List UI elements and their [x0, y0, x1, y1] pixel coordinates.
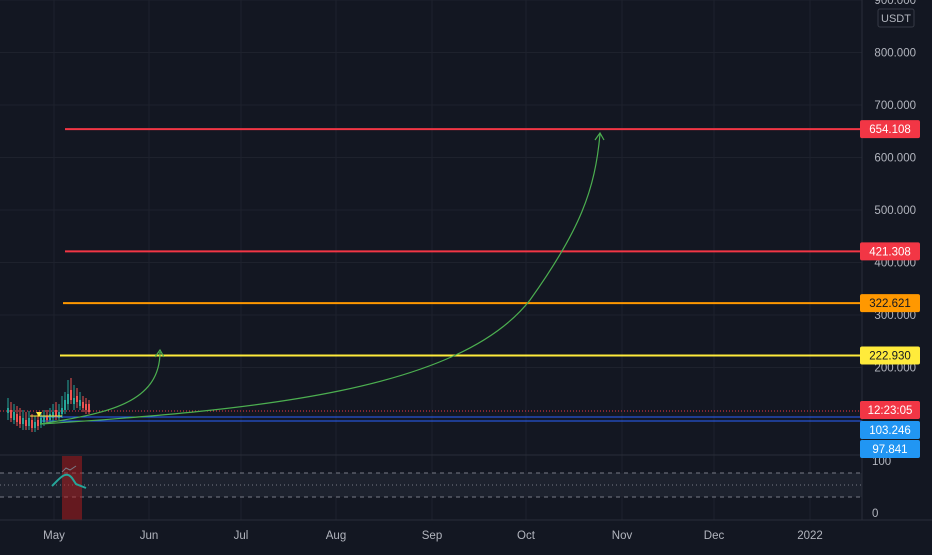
time-tick-label: Sep	[422, 530, 442, 542]
level-price-tag	[860, 242, 920, 261]
candle-body	[55, 410, 57, 416]
projection-arrow[interactable]	[39, 351, 161, 425]
horizontal-levels[interactable]	[60, 128, 862, 357]
time-tick-label: Nov	[612, 530, 633, 542]
time-tick-label: Aug	[326, 530, 346, 542]
candle-body	[73, 398, 75, 404]
price-axis[interactable]: 200.000 300.000 400.000 500.000 600.000 700.0…	[861, 0, 932, 550]
highlight-band	[62, 456, 82, 520]
price-tag	[860, 440, 920, 458]
candle-body	[43, 416, 45, 422]
arrow-head	[594, 131, 605, 141]
time-tick-label: Jun	[140, 530, 159, 542]
candle-body	[88, 404, 90, 412]
candle-body	[82, 402, 84, 408]
level-price-tag-label: 322.621	[869, 298, 911, 310]
price-tick-label: 500.000	[874, 205, 916, 217]
price-tag-label: 97.841	[872, 444, 907, 456]
price-tick-label: 700.000	[874, 100, 916, 112]
price-series	[0, 378, 862, 432]
time-axis[interactable]: May Jun Jul Aug Sep Oct Nov Dec 2022	[0, 519, 932, 542]
candle-body	[22, 418, 24, 424]
price-tag-label: 103.246	[869, 425, 911, 437]
candle-body	[28, 418, 30, 426]
price-axis-bg	[862, 0, 932, 550]
candle-body	[85, 404, 87, 410]
time-tick-label: Oct	[517, 530, 536, 542]
time-tick-label: May	[43, 530, 65, 542]
unit-badge[interactable]	[877, 8, 915, 28]
grid	[0, 0, 862, 520]
candle-body	[64, 400, 66, 410]
unit-badge-label: USDT	[881, 13, 911, 25]
time-tick-label: Jul	[234, 530, 249, 542]
candle-body	[52, 412, 54, 418]
projection-arrows[interactable]	[39, 131, 605, 425]
indicator-pane	[0, 454, 932, 520]
price-tick-label: 400.000	[874, 258, 916, 270]
price-tick-label: 800.000	[874, 48, 916, 60]
candle-body	[16, 414, 18, 422]
arrow-head	[154, 348, 165, 358]
level-price-tag	[860, 346, 920, 365]
candle-body	[79, 400, 81, 406]
price-tag	[860, 421, 920, 439]
candle-body	[7, 408, 9, 413]
candle-body	[13, 412, 15, 420]
candle-body	[34, 422, 36, 428]
level-price-tag-label: 421.308	[869, 246, 911, 258]
candle-body	[10, 410, 12, 418]
price-tick-label: 200.000	[874, 363, 916, 375]
candle-body	[61, 408, 63, 414]
price-tick-label: 900.000	[874, 0, 916, 7]
projection-arrow[interactable]	[39, 133, 601, 425]
candle-body	[49, 414, 51, 420]
triangle-marker	[36, 412, 42, 417]
candle-body	[31, 420, 33, 428]
candle-body	[67, 394, 69, 404]
candle-body	[76, 396, 78, 402]
level-price-tag-label: 222.930	[869, 350, 911, 362]
price-tags: 654.108 421.308 322.621 222.930 12:23:05 103.…	[860, 120, 920, 458]
indicator-line	[51, 473, 87, 489]
price-tick-label: 300.000	[874, 310, 916, 322]
candle-body	[46, 416, 48, 420]
level-price-tag	[860, 120, 920, 139]
candle-body	[37, 420, 39, 426]
candle-body	[70, 390, 72, 400]
level-price-tag-label: 654.108	[869, 124, 911, 136]
indicator-tick-label: 100	[872, 456, 891, 468]
indicator-band	[0, 473, 862, 497]
time-tick-label: Dec	[704, 530, 725, 542]
price-tick-label: 600.000	[874, 153, 916, 165]
candle-body	[19, 416, 21, 424]
indicator-line-secondary	[61, 465, 77, 473]
candle-body	[25, 420, 27, 426]
indicator-tick-label: 0	[872, 508, 878, 520]
candle-body	[58, 412, 60, 418]
level-price-tag	[860, 294, 920, 313]
time-tick-label: 2022	[797, 530, 823, 542]
price-tag	[860, 401, 920, 419]
price-tag-label: 12:23:05	[868, 405, 913, 417]
candle-body	[40, 418, 42, 424]
